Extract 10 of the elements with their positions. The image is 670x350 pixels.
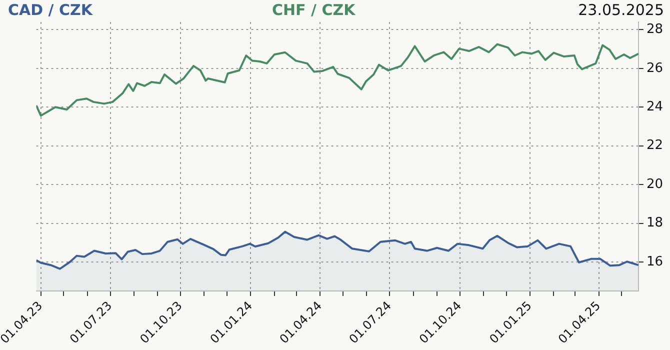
y-tick-label: 20 xyxy=(646,176,664,192)
y-tick-label: 24 xyxy=(646,100,664,115)
y-tick-label: 26 xyxy=(646,60,664,76)
y-tick-label: 22 xyxy=(646,138,664,154)
text: CHF / CZK xyxy=(272,1,356,19)
text: CAD / CZK xyxy=(8,1,92,19)
y-tick-label: 16 xyxy=(646,254,664,270)
text: 23.05.2025 xyxy=(578,1,664,19)
y-tick-label: 18 xyxy=(646,216,664,231)
y-tick-label: 28 xyxy=(646,22,664,38)
